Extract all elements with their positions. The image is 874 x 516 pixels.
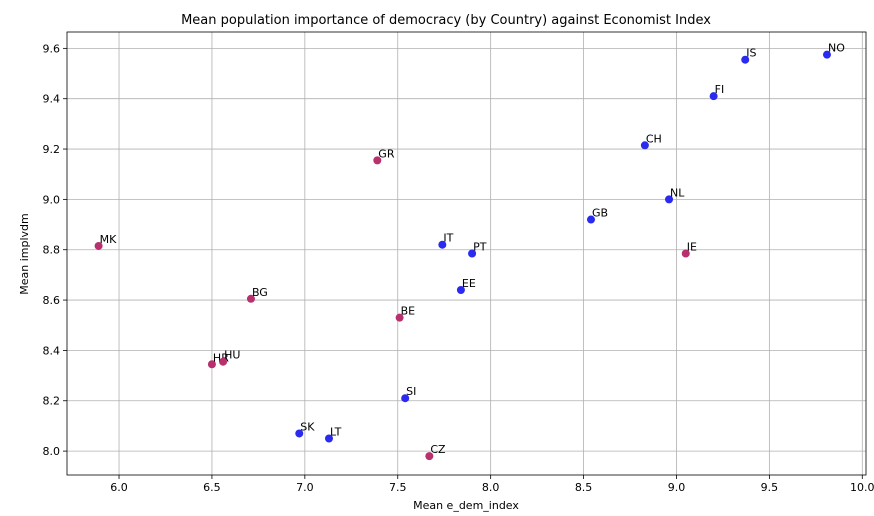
data-point-gb: [586, 215, 595, 224]
data-point-ch: [640, 141, 649, 150]
x-tick-label: 6.5: [203, 481, 221, 494]
point-label-ch: CH: [646, 132, 662, 145]
x-tick-label: 7.5: [389, 481, 407, 494]
y-tick-label: 8.4: [43, 344, 61, 357]
x-tick-label: 8.0: [482, 481, 500, 494]
y-tick-label: 9.0: [43, 193, 61, 206]
y-tick-label: 9.4: [43, 93, 61, 106]
x-tick-label: 8.5: [575, 481, 593, 494]
data-point-lt: [324, 434, 333, 443]
plot-frame: [66, 31, 867, 476]
point-label-sk: SK: [300, 420, 315, 433]
data-point-is: [741, 55, 750, 64]
point-label-ie: IE: [687, 241, 697, 254]
x-tick-label: 6.0: [110, 481, 128, 494]
y-tick-label: 9.6: [43, 42, 61, 55]
data-point-pt: [468, 249, 477, 258]
y-tick-label: 9.2: [43, 143, 61, 156]
data-point-no: [822, 50, 831, 59]
data-point-it: [438, 240, 447, 249]
data-point-si: [401, 394, 410, 403]
point-label-mk: MK: [100, 233, 117, 246]
x-tick-label: 7.0: [296, 481, 314, 494]
x-tick-label: 9.0: [668, 481, 686, 494]
y-tick-label: 8.6: [43, 294, 61, 307]
data-point-hr: [207, 360, 216, 369]
y-tick-label: 8.0: [43, 445, 61, 458]
data-point-mk: [94, 241, 103, 250]
y-axis-label: Mean implvdm: [18, 213, 31, 295]
point-label-ee: EE: [462, 277, 476, 290]
y-tick-label: 8.2: [43, 395, 61, 408]
point-label-it: IT: [443, 232, 453, 245]
data-point-cz: [425, 452, 434, 461]
point-label-bg: BG: [252, 286, 268, 299]
data-point-ee: [456, 285, 465, 294]
x-axis-label: Mean e_dem_index: [413, 499, 519, 512]
point-label-gr: GR: [378, 147, 395, 160]
point-label-gb: GB: [592, 207, 608, 220]
data-point-sk: [295, 429, 304, 438]
grid-lines: [67, 32, 866, 475]
x-axis: 6.0 6.5 7.0 7.5 8.0 8.5 9.0 9.5 10.0: [110, 475, 874, 494]
y-tick-label: 8.8: [43, 244, 61, 257]
data-point-be: [395, 313, 404, 322]
data-point-fi: [709, 92, 718, 101]
data-point-nl: [665, 195, 674, 204]
point-label-cz: CZ: [430, 443, 446, 456]
chart-title: Mean population importance of democracy …: [181, 13, 711, 28]
point-label-si: SI: [406, 385, 416, 398]
x-tick-label: 9.5: [761, 481, 779, 494]
point-label-nl: NL: [670, 186, 685, 199]
y-axis: 8.0 8.2 8.4 8.6 8.8 9.0 9.2 9.4 9.6: [43, 42, 67, 458]
point-label-hu: HU: [224, 349, 240, 362]
data-point-gr: [373, 156, 382, 165]
point-label-lt: LT: [330, 426, 342, 439]
data-point-ie: [681, 249, 690, 258]
point-label-be: BE: [401, 305, 416, 318]
x-tick-label: 10.0: [850, 481, 874, 494]
point-label-fi: FI: [715, 83, 725, 96]
data-point-hu: [219, 357, 228, 366]
point-label-no: NO: [828, 42, 845, 55]
point-label-is: IS: [746, 47, 756, 60]
data-point-bg: [246, 294, 255, 303]
point-label-pt: PT: [473, 241, 487, 254]
